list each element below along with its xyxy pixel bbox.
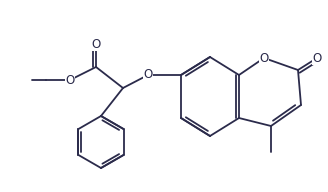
Text: O: O [143,69,153,81]
Text: O: O [259,51,269,65]
Text: O: O [65,74,75,87]
Text: O: O [312,51,322,65]
Text: O: O [92,37,101,50]
